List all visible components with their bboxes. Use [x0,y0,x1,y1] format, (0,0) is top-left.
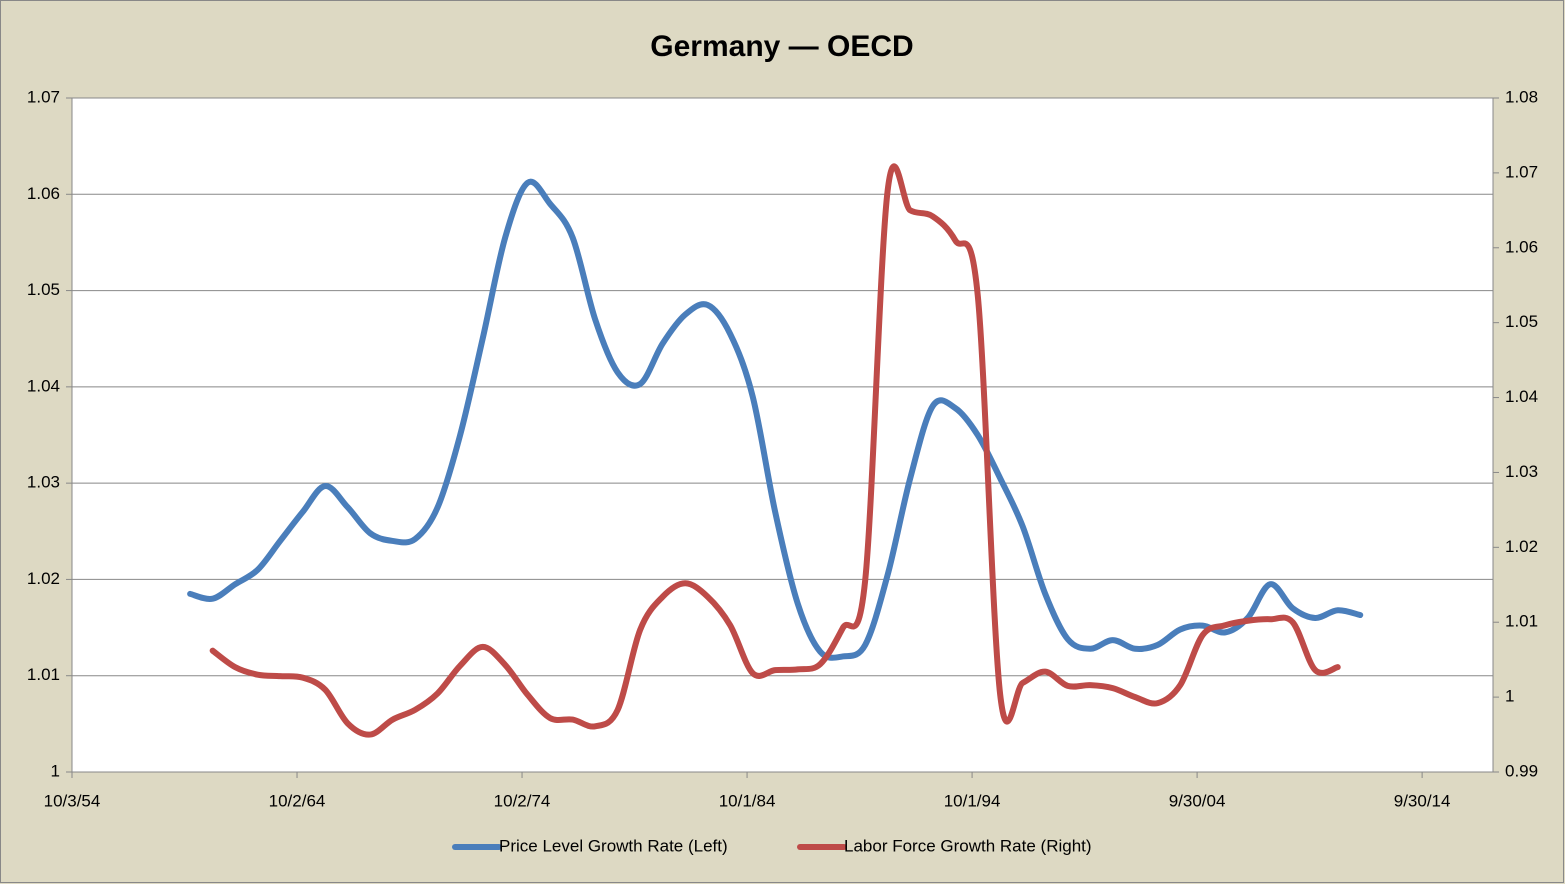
y-tick-label: 1.02 [27,569,60,588]
x-tick-label: 10/2/64 [269,791,326,810]
y2-tick-label: 1.07 [1505,162,1538,181]
x-tick-label: 10/1/94 [944,791,1001,810]
y2-tick-label: 1.06 [1505,237,1538,256]
y2-tick-label: 1 [1505,687,1514,706]
y-tick-label: 1 [51,761,60,780]
y2-tick-label: 0.99 [1505,761,1538,780]
y2-tick-label: 1.01 [1505,612,1538,631]
x-tick-label: 9/30/04 [1169,791,1226,810]
chart-title: Germany — OECD [650,30,913,63]
x-tick-label: 10/2/74 [494,791,551,810]
y-tick-label: 1.07 [27,87,60,106]
x-tick-label: 10/1/84 [719,791,776,810]
x-tick-label: 9/30/14 [1394,791,1451,810]
y-tick-label: 1.01 [27,665,60,684]
y2-tick-label: 1.04 [1505,387,1538,406]
series-line [187,178,1364,661]
series-line [209,163,1341,738]
y2-tick-label: 1.02 [1505,537,1538,556]
x-tick-label: 10/3/54 [44,791,101,810]
y-tick-label: 1.03 [27,473,60,492]
y2-tick-label: 1.08 [1505,87,1538,106]
y2-tick-label: 1.05 [1505,312,1538,331]
y2-tick-label: 1.03 [1505,462,1538,481]
legend-label: Labor Force Growth Rate (Right) [844,836,1092,855]
plot-area [71,97,1494,773]
y-tick-label: 1.04 [27,376,60,395]
legend-label: Price Level Growth Rate (Left) [499,836,728,855]
y-tick-label: 1.06 [27,184,60,203]
y-tick-label: 1.05 [27,280,60,299]
